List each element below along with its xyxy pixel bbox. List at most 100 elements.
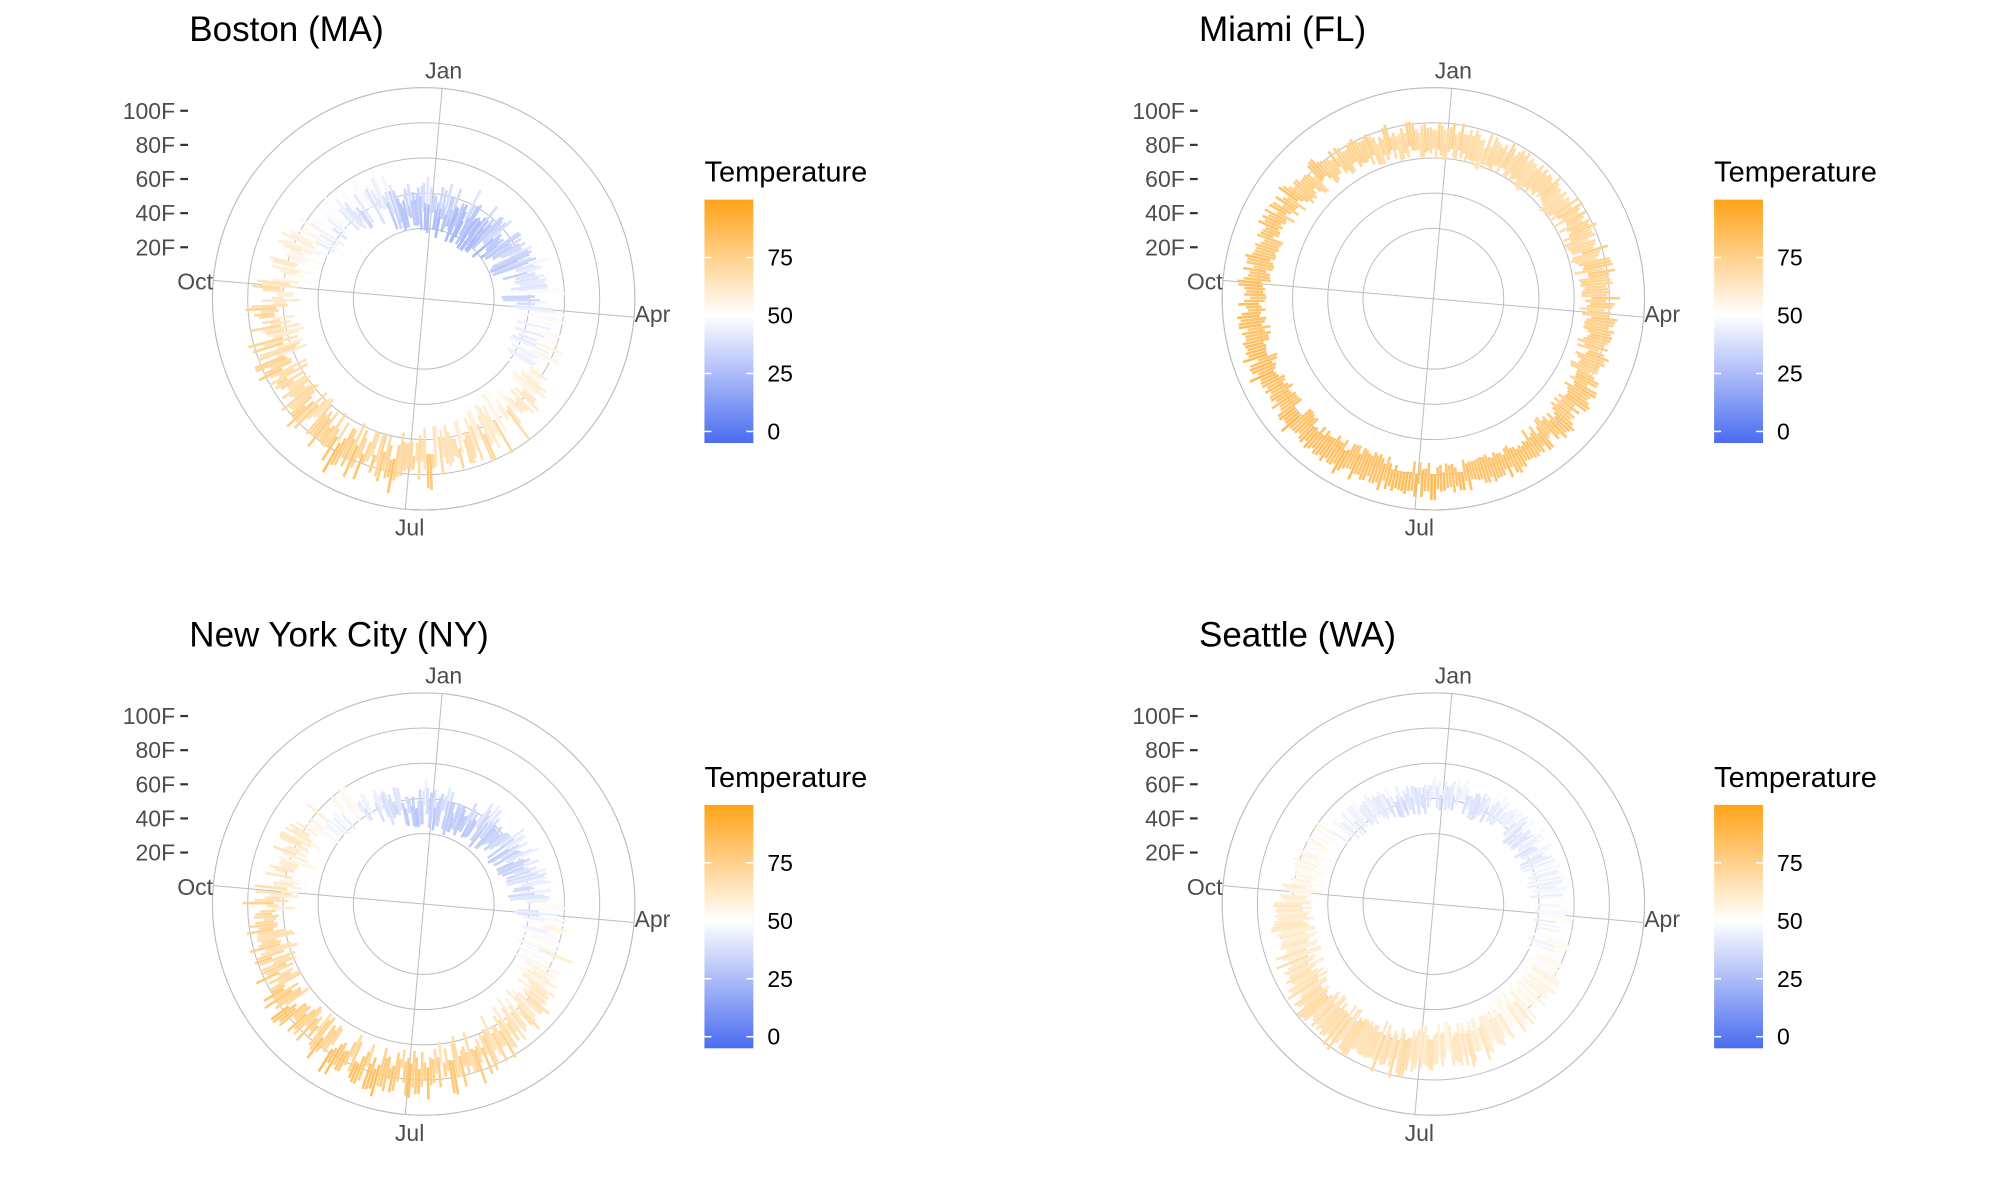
day-segment: [492, 1006, 513, 1036]
day-segment: [292, 1004, 309, 1019]
day-segment: [1330, 449, 1347, 474]
day-segment: [413, 199, 419, 226]
day-segment: [1331, 824, 1343, 835]
day-segment: [1376, 795, 1391, 820]
day-segment: [1541, 186, 1560, 204]
day-segment: [1517, 839, 1538, 853]
day-segment: [1353, 447, 1368, 475]
day-segment: [1261, 374, 1286, 389]
day-segment: [273, 314, 295, 320]
chart-title: Miami (FL): [1199, 10, 1366, 49]
day-segment: [1449, 780, 1457, 805]
day-segment: [1362, 1024, 1380, 1059]
day-segment: [1483, 797, 1493, 811]
day-segment: [292, 874, 312, 882]
day-segment: [516, 301, 536, 306]
day-segment: [1418, 786, 1423, 807]
day-segment: [263, 360, 293, 376]
day-segment: [1573, 383, 1597, 399]
grid-spoke: [404, 298, 425, 510]
day-segment: [1270, 923, 1310, 933]
day-segment: [1395, 136, 1404, 162]
day-segment: [442, 802, 454, 836]
day-segment: [1487, 456, 1499, 482]
day-segment: [493, 850, 521, 867]
day-segment: [1461, 459, 1468, 482]
day-segment: [1451, 133, 1458, 158]
day-segment: [1289, 889, 1312, 895]
day-segment: [443, 1048, 450, 1072]
day-segment: [1247, 257, 1274, 266]
day-segment: [536, 310, 568, 318]
day-segment: [1575, 371, 1600, 386]
day-segment: [1260, 231, 1274, 239]
day-segment: [1584, 342, 1609, 352]
day-segment: [478, 1033, 489, 1055]
day-segment: [1447, 784, 1454, 810]
day-segment: [1290, 953, 1317, 967]
day-segment: [429, 198, 434, 214]
chart-title: Boston (MA): [189, 10, 384, 49]
day-segment: [1464, 795, 1472, 810]
day-segment: [1451, 1036, 1458, 1061]
day-segment: [1513, 846, 1534, 859]
day-segment: [1281, 937, 1310, 948]
day-segment: [365, 1044, 376, 1067]
day-segment: [305, 404, 333, 435]
day-segment: [463, 416, 478, 451]
day-segment: [260, 309, 280, 314]
day-segment: [513, 885, 533, 891]
day-segment: [1279, 931, 1306, 940]
day-segment: [1581, 290, 1611, 295]
day-segment: [1419, 469, 1425, 497]
day-segment: [493, 420, 514, 454]
day-segment: [1274, 916, 1314, 924]
day-segment: [413, 1057, 419, 1095]
day-segment: [527, 998, 544, 1013]
day-segment: [324, 824, 340, 837]
day-segment: [1578, 275, 1609, 282]
legend-tick-label: 25: [1777, 360, 1803, 386]
day-segment: [257, 929, 293, 940]
day-segment: [448, 212, 460, 235]
day-segment: [1493, 147, 1505, 167]
day-segment: [1515, 986, 1538, 1009]
day-segment: [1480, 1016, 1495, 1045]
day-segment: [517, 320, 551, 331]
day-segment: [292, 384, 311, 399]
day-segment: [481, 829, 498, 846]
day-segment: [1366, 1031, 1380, 1058]
day-segment: [254, 884, 288, 891]
day-segment: [456, 805, 465, 820]
day-segment: [1582, 336, 1608, 346]
day-segment: [1528, 946, 1562, 964]
day-segment: [1492, 1008, 1511, 1037]
day-segment: [497, 858, 525, 873]
day-segment: [1450, 463, 1457, 493]
day-segment: [467, 808, 477, 822]
day-segment: [1277, 186, 1299, 203]
day-segment: [280, 889, 299, 894]
day-segment: [460, 819, 473, 839]
day-segment: [1568, 222, 1597, 238]
day-segment: [483, 832, 504, 852]
day-segment: [1245, 334, 1269, 342]
day-segment: [509, 335, 550, 355]
day-segment: [1378, 1033, 1392, 1066]
day-segment: [1503, 147, 1517, 170]
day-segment: [307, 417, 332, 448]
day-segment: [251, 303, 288, 309]
day-segment: [515, 952, 542, 969]
day-segment: [1520, 429, 1541, 457]
day-segment: [1495, 151, 1509, 174]
polar-grid: [1221, 87, 1646, 511]
day-segment: [1497, 452, 1508, 470]
day-segment: [340, 787, 359, 813]
day-segment: [1283, 930, 1318, 942]
day-segment: [352, 1055, 366, 1085]
grid-spoke: [1432, 693, 1453, 905]
day-segment: [1299, 851, 1319, 861]
day-segment: [1581, 278, 1611, 285]
day-segment: [1271, 391, 1297, 410]
day-segment: [1287, 946, 1322, 963]
